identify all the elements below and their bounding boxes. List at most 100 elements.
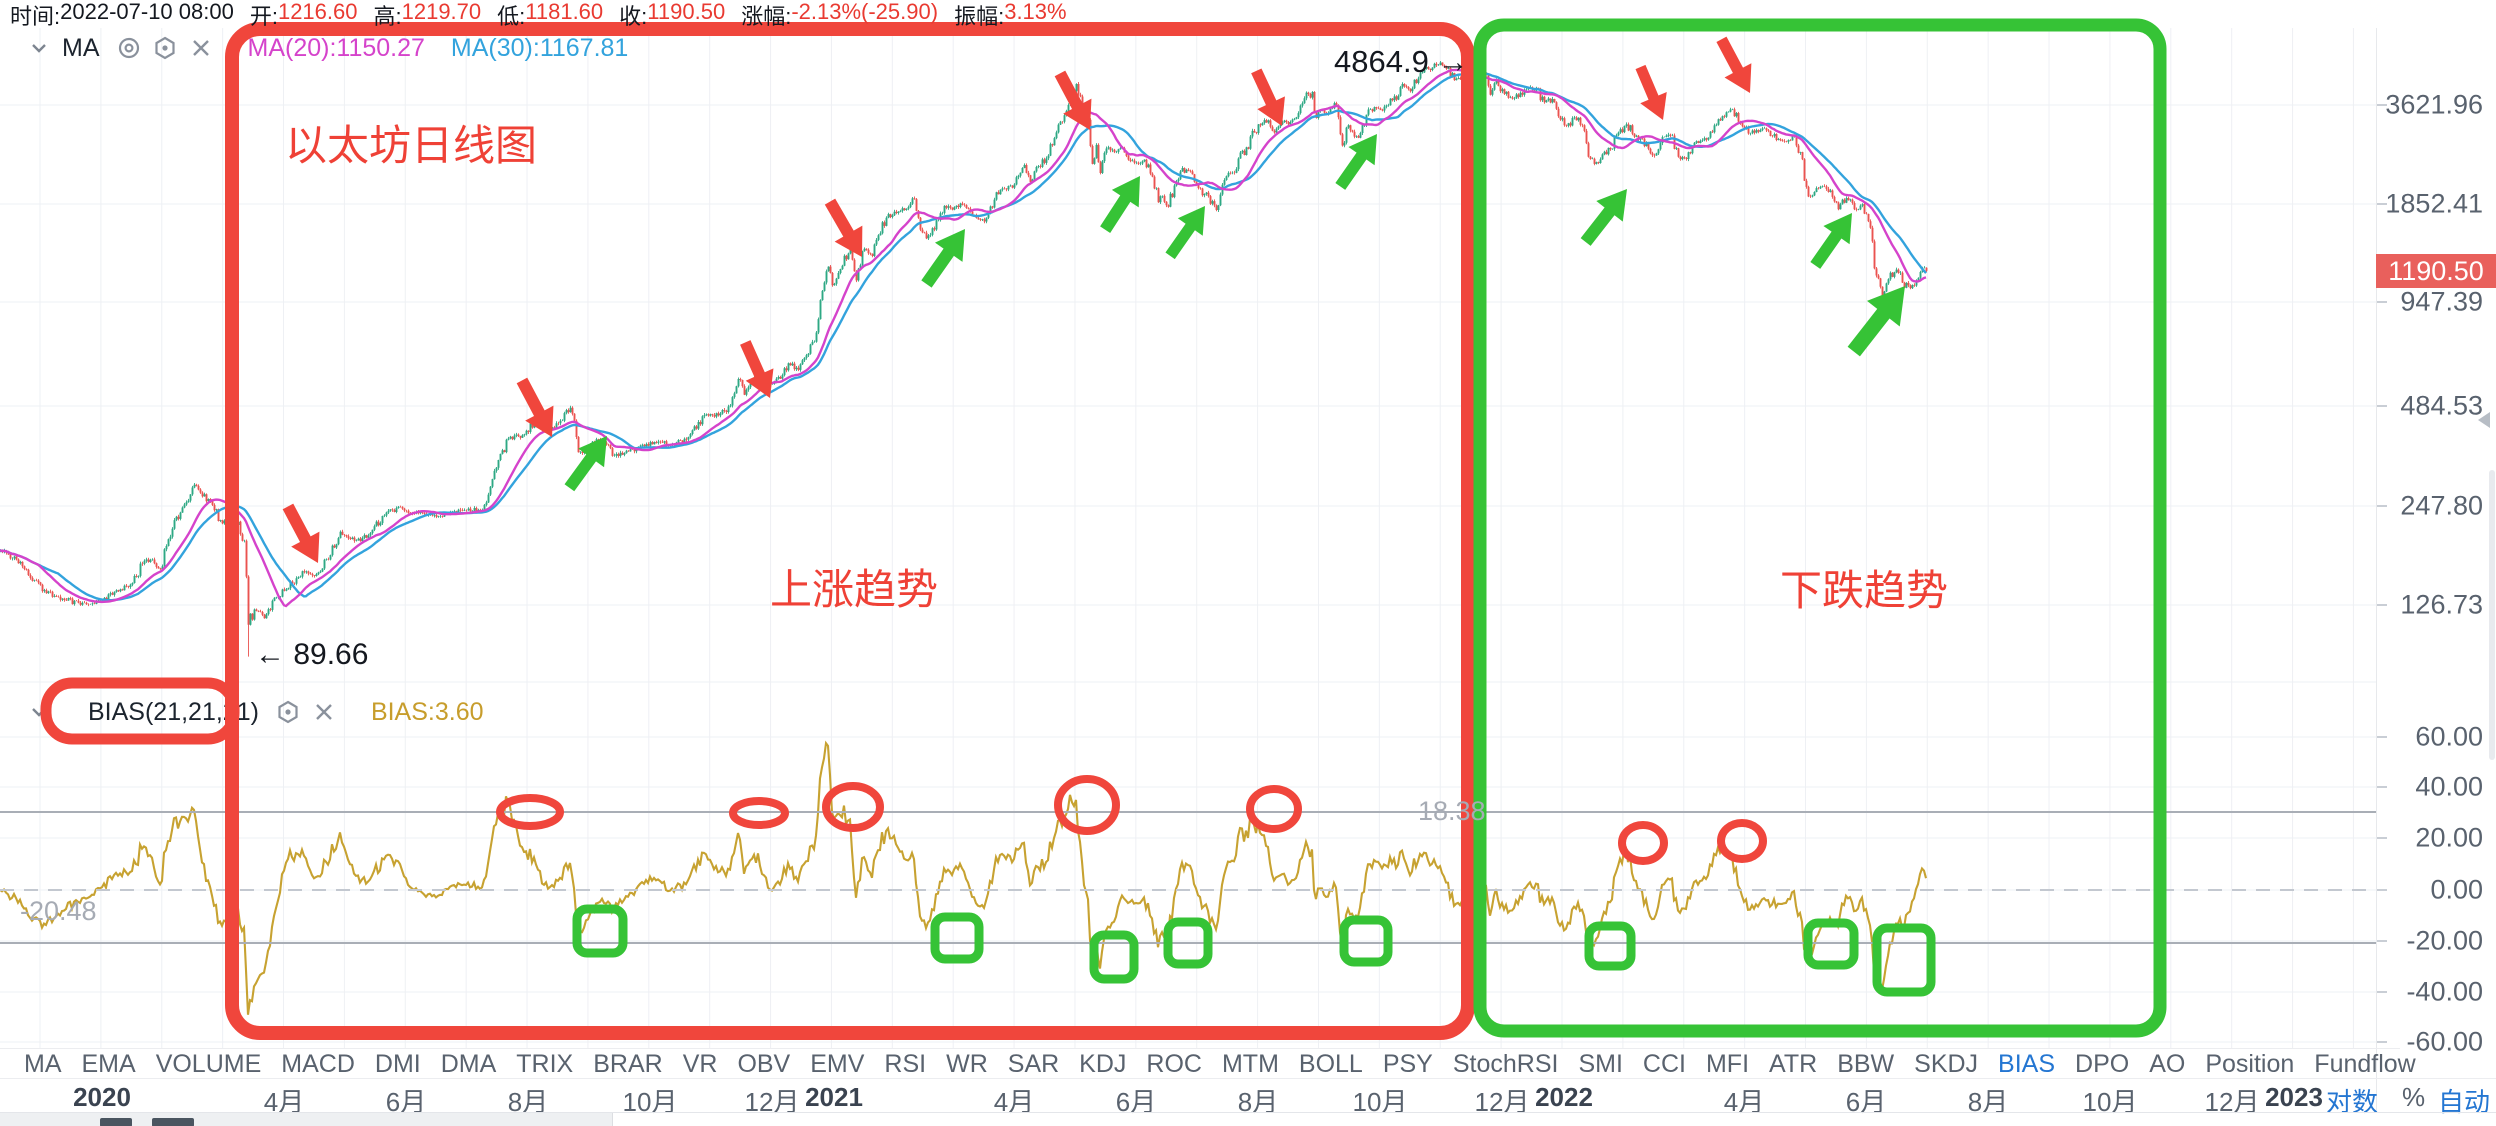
tab-smi[interactable]: SMI [1578, 1049, 1623, 1078]
ohlc-field-value: 3.13% [1004, 0, 1067, 24]
hline-value-label-lower[interactable]: -20.48 [20, 896, 97, 926]
cutoff-glyph [152, 1118, 194, 1126]
tab-vr[interactable]: VR [682, 1049, 718, 1078]
tab-dpo[interactable]: DPO [2075, 1049, 2130, 1078]
tab-trix[interactable]: TRIX [516, 1049, 574, 1078]
tab-stochrsi[interactable]: StochRSI [1452, 1049, 1559, 1078]
tab-mfi[interactable]: MFI [1705, 1049, 1750, 1078]
tab-volume[interactable]: VOLUME [155, 1049, 262, 1078]
buy-arrow-green[interactable] [1092, 167, 1154, 238]
close-icon[interactable] [186, 33, 216, 63]
uptrend-zone-rect[interactable] [225, 22, 1475, 1040]
sell-arrow-red[interactable] [508, 373, 566, 445]
buy-arrow-green[interactable] [1158, 197, 1218, 264]
downtrend-label[interactable]: 下跌趋势 [1780, 567, 1949, 614]
settings-icon[interactable] [273, 697, 303, 727]
sell-arrow-red[interactable] [816, 194, 876, 265]
tab-emv[interactable]: EMV [810, 1049, 865, 1078]
bias-dip-box-green[interactable] [930, 912, 984, 964]
tab-cci[interactable]: CCI [1642, 1049, 1686, 1078]
buy-arrow-green[interactable] [1327, 125, 1390, 196]
tab-position[interactable]: Position [2205, 1049, 2295, 1078]
bias-peak-circle-red[interactable] [1246, 785, 1302, 833]
tab-skdj[interactable]: SKDJ [1914, 1049, 1979, 1078]
ohlc-field: 高: 1219.70 [373, 0, 481, 31]
price-axis-label: 0.00 [2430, 874, 2483, 905]
bias-peak-circle-red[interactable] [822, 782, 884, 832]
ohlc-field-value: -2.13%(-25.90) [791, 0, 939, 24]
tab-mtm[interactable]: MTM [1221, 1049, 1279, 1078]
buy-arrow-green[interactable] [556, 427, 620, 498]
tab-bbw[interactable]: BBW [1837, 1049, 1895, 1078]
bias-peak-circle-red[interactable] [1618, 821, 1668, 865]
price-axis-label: -40.00 [2406, 976, 2483, 1007]
tab-sar[interactable]: SAR [1007, 1049, 1060, 1078]
tab-rsi[interactable]: RSI [884, 1049, 927, 1078]
tab-roc[interactable]: ROC [1146, 1049, 1202, 1078]
bias-peak-circle-red[interactable] [1054, 775, 1120, 835]
bias-dip-box-green[interactable] [1803, 918, 1859, 970]
hline-value-label-upper[interactable]: 18.38 [1418, 796, 1486, 826]
buy-arrow-green[interactable] [1802, 204, 1865, 275]
tab-dma[interactable]: DMA [440, 1049, 497, 1078]
downtrend-zone-rect[interactable] [1473, 18, 2167, 1038]
date-axis[interactable]: 2020 4月 6月 8月 10月 12月 2021 4月 6月 8月 10月 12月 2022 4月 6月… [0, 1078, 2496, 1117]
bias-dip-box-green[interactable] [1163, 917, 1213, 969]
tab-macd[interactable]: MACD [281, 1049, 355, 1078]
tab-bias[interactable]: BIAS [1998, 1049, 2056, 1078]
sell-arrow-red[interactable] [731, 336, 784, 404]
axis-tick [2377, 889, 2387, 891]
bias-dip-box-green[interactable] [572, 904, 628, 958]
price-scale-scrollbar[interactable] [2489, 470, 2495, 760]
price-axis[interactable]: 3621.96 1852.41 947.39 484.53 247.80 126.73 60… [2376, 28, 2496, 1110]
chart-title-annotation[interactable]: 以太坊日线图 [285, 122, 538, 169]
tab-kdj[interactable]: KDJ [1079, 1049, 1127, 1078]
chevron-down-icon[interactable] [28, 701, 50, 723]
tab-wr[interactable]: WR [946, 1049, 988, 1078]
tab-ao[interactable]: AO [2149, 1049, 2186, 1078]
buy-arrow-green[interactable] [1572, 179, 1640, 253]
bias-peak-circle-red[interactable] [1717, 819, 1767, 863]
ohlc-field-value: 1190.50 [647, 0, 726, 24]
price-axis-label: 947.39 [2400, 286, 2483, 317]
bias-indicator-legend: BIAS(21,21,21) BIAS:3.60 [28, 697, 484, 727]
bias-peak-circle-red[interactable] [496, 794, 564, 830]
ma30-value: MA(30):1167.81 [450, 33, 629, 62]
uptrend-label[interactable]: 上涨趋势 [770, 566, 939, 613]
scale-control-%[interactable]: % [2402, 1082, 2426, 1112]
bias-dip-box-green[interactable] [1584, 921, 1636, 971]
axis-tick [2377, 104, 2387, 106]
close-icon[interactable] [309, 697, 339, 727]
bias-peak-circle-red[interactable] [729, 797, 789, 829]
ath-price-label[interactable]: 4864.9 → [1334, 44, 1469, 79]
tab-brar[interactable]: BRAR [593, 1049, 663, 1078]
chevron-down-icon[interactable] [28, 37, 50, 59]
visibility-icon[interactable] [114, 33, 144, 63]
buy-arrow-green[interactable] [1837, 273, 1921, 364]
sell-arrow-red[interactable] [1243, 64, 1296, 132]
sell-arrow-red[interactable] [1708, 32, 1763, 100]
tab-ema[interactable]: EMA [81, 1049, 136, 1078]
tab-dmi[interactable]: DMI [374, 1049, 421, 1078]
sell-arrow-red[interactable] [1046, 66, 1104, 138]
bottom-toolbar-bg [0, 1113, 613, 1126]
scroll-left-arrow-icon[interactable] [2476, 410, 2492, 430]
bias-dip-box-green[interactable] [1339, 915, 1393, 967]
low-price-label[interactable]: ← 89.66 [255, 638, 369, 671]
axis-tick [2377, 301, 2387, 303]
axis-tick [2377, 837, 2387, 839]
axis-tick [2377, 940, 2387, 942]
settings-icon[interactable] [150, 33, 180, 63]
sell-arrow-red[interactable] [1627, 61, 1676, 125]
buy-arrow-green[interactable] [913, 219, 979, 293]
tab-fundflow[interactable]: Fundflow [2314, 1049, 2416, 1078]
bias-dip-box-green[interactable] [1089, 930, 1139, 984]
tab-atr[interactable]: ATR [1769, 1049, 1818, 1078]
bias-dip-box-green[interactable] [1872, 923, 1936, 997]
price-axis-label: 40.00 [2415, 771, 2483, 802]
tab-ma[interactable]: MA [24, 1049, 62, 1078]
tab-boll[interactable]: BOLL [1298, 1049, 1363, 1078]
sell-arrow-red[interactable] [274, 499, 332, 571]
tab-psy[interactable]: PSY [1382, 1049, 1433, 1078]
tab-obv[interactable]: OBV [737, 1049, 791, 1078]
